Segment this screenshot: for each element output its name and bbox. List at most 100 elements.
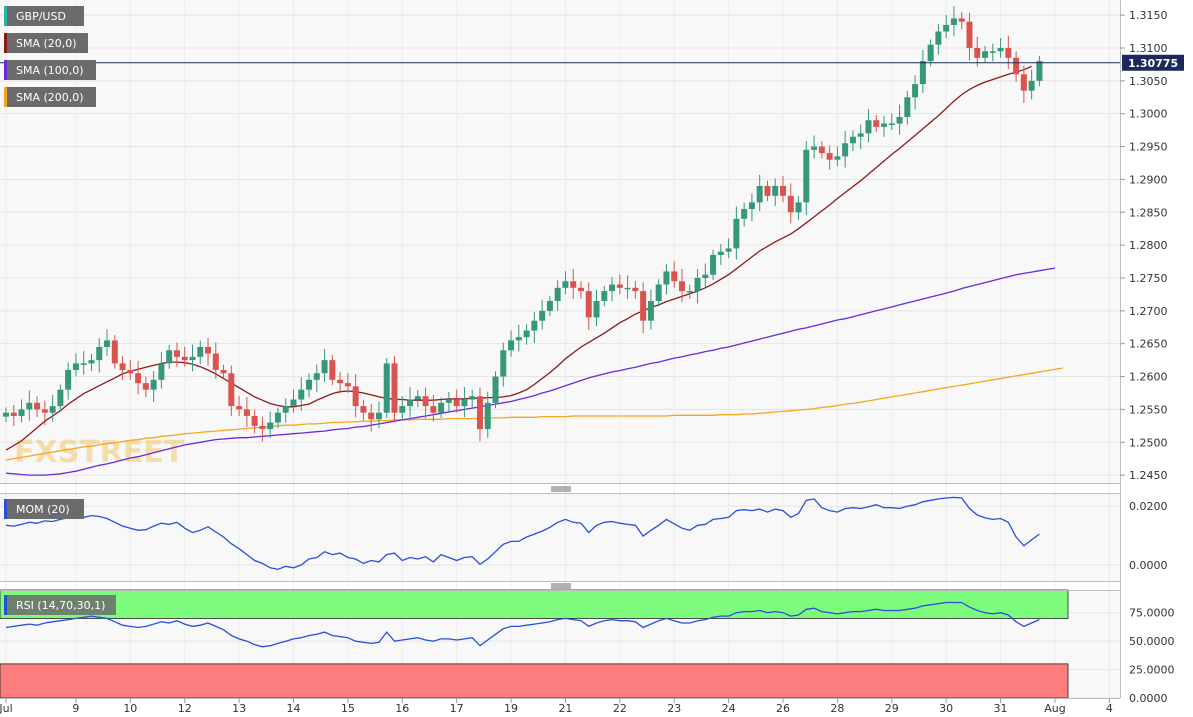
candle-body: [904, 97, 911, 117]
legend-sma20[interactable]: SMA (20,0): [4, 33, 88, 53]
candle-body: [601, 291, 608, 301]
candle-body: [228, 373, 235, 407]
rsi-line: [5, 601, 1040, 648]
date-tick-label: 23: [667, 702, 681, 715]
rsi-oversold-zone: [0, 663, 1069, 699]
date-tick-label: 4: [1106, 702, 1113, 715]
candle-body: [686, 291, 693, 293]
candle-body: [344, 383, 351, 387]
candle-body: [158, 363, 165, 380]
price-tick-label: 1.2450: [1129, 469, 1168, 482]
date-tick-label: 29: [885, 702, 899, 715]
candle-body: [476, 396, 483, 430]
candle-body: [3, 412, 9, 417]
price-tick-label: 1.2700: [1129, 305, 1168, 318]
panel-resize-handle-mom[interactable]: [551, 486, 571, 492]
candle-body: [919, 61, 926, 85]
candle-body: [189, 356, 196, 361]
legend-gbpusd[interactable]: GBP/USD: [4, 6, 84, 26]
candle-body: [935, 31, 942, 45]
candle-body: [212, 353, 219, 370]
candle-body: [422, 396, 429, 407]
rsi-tick-label: 25.0000: [1129, 664, 1175, 677]
candle-body: [267, 422, 274, 430]
candle-body: [624, 287, 631, 290]
candle-body: [88, 360, 95, 364]
candle-body: [849, 136, 856, 144]
price-panel-bg: [0, 0, 1120, 483]
candle-body: [694, 277, 701, 292]
candle-body: [950, 18, 957, 25]
candlestick-series: [3, 6, 1043, 442]
candle-body: [298, 389, 305, 400]
candle-body: [640, 291, 647, 321]
date-tick-label: 9: [72, 702, 79, 715]
candle-body: [655, 284, 662, 301]
price-tick-label: 1.2650: [1129, 338, 1168, 351]
price-tick-label: 1.2850: [1129, 206, 1168, 219]
candle-body: [391, 363, 398, 413]
candle-body: [943, 24, 950, 32]
rsi-tick-label: 75.0000: [1129, 607, 1175, 620]
candle-body: [445, 399, 452, 403]
candle-body: [803, 149, 810, 203]
candle-body: [142, 383, 149, 390]
candle-body: [702, 274, 709, 278]
candle-body: [733, 218, 740, 249]
legend-mom[interactable]: MOM (20): [4, 499, 84, 519]
candle-body: [150, 379, 157, 390]
candle-body: [710, 254, 717, 275]
candle-body: [135, 373, 142, 384]
candle-body: [966, 21, 973, 48]
candle-body: [647, 300, 654, 321]
sma100-polyline: [5, 267, 1056, 476]
candle-body: [469, 396, 476, 400]
candle-body: [306, 379, 313, 390]
panel-resize-handle-rsi[interactable]: [551, 583, 571, 589]
candle-body: [958, 18, 965, 22]
legend-rsi[interactable]: RSI (14,70,30,1): [4, 595, 116, 615]
mom-tick-label: 0.0000: [1129, 559, 1168, 572]
candle-body: [1036, 61, 1043, 81]
candle-body: [539, 310, 546, 321]
current-price-tag: 1.30775: [1122, 54, 1184, 71]
date-tick-label: 16: [395, 702, 409, 715]
candle-body: [205, 346, 212, 354]
legend-sma100-label: SMA (100,0): [16, 64, 84, 77]
candle-body: [461, 399, 468, 407]
price-tick-label: 1.3100: [1129, 42, 1168, 55]
legend-sma100[interactable]: SMA (100,0): [4, 60, 96, 80]
candle-body: [259, 425, 266, 430]
date-tick-label: 17: [450, 702, 464, 715]
candle-body: [1028, 80, 1035, 91]
mom-line: [5, 496, 1040, 570]
price-tick-label: 1.3050: [1129, 75, 1168, 88]
candle-body: [438, 402, 445, 413]
candle-body: [399, 406, 406, 413]
candle-body: [243, 409, 250, 416]
candle-body: [585, 291, 592, 318]
candle-body: [313, 373, 320, 380]
legend-gbpusd-label: GBP/USD: [16, 10, 66, 23]
date-tick-label: 26: [776, 702, 790, 715]
price-tick-label: 1.3150: [1129, 9, 1168, 22]
candle-body: [756, 185, 763, 203]
mom-panel-bg: [0, 493, 1120, 581]
candle-body: [282, 406, 289, 413]
candle-body: [795, 202, 802, 213]
candle-body: [104, 340, 111, 347]
candle-body: [57, 389, 64, 407]
date-tick-label: 24: [722, 702, 736, 715]
candle-body: [407, 399, 414, 407]
candle-body: [173, 350, 180, 357]
candle-body: [570, 281, 577, 288]
candle-body: [1005, 47, 1012, 58]
axis-tick-labels: 1.3150 1.3100 1.3050 1.3000 1.2950 1.2900 1.28…: [0, 9, 1175, 715]
date-tick-label: Aug: [1044, 702, 1065, 715]
candle-body: [220, 369, 227, 374]
price-tick-label: 1.3000: [1129, 108, 1168, 121]
sma200-polyline: [5, 367, 1063, 461]
candle-body: [834, 156, 841, 160]
legend-sma200[interactable]: SMA (200,0): [4, 87, 96, 107]
